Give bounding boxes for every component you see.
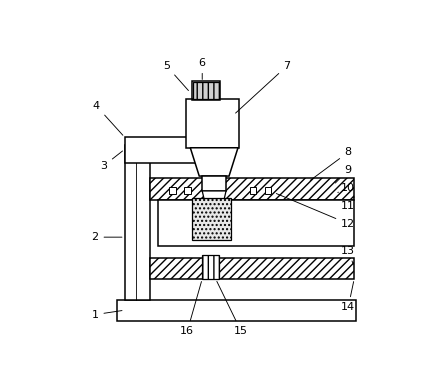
Text: 11: 11: [341, 197, 355, 211]
Text: 15: 15: [217, 281, 248, 336]
Bar: [170, 187, 176, 194]
Text: 16: 16: [180, 281, 202, 336]
Bar: [158, 200, 354, 246]
Bar: [250, 187, 257, 194]
Bar: [150, 178, 354, 200]
Polygon shape: [202, 191, 226, 200]
Text: 4: 4: [93, 101, 123, 135]
Bar: [202, 255, 218, 279]
Text: 10: 10: [338, 183, 355, 193]
Text: 3: 3: [100, 151, 123, 171]
Text: 7: 7: [236, 61, 291, 113]
Polygon shape: [190, 148, 238, 176]
Bar: [186, 99, 239, 148]
Text: 9: 9: [335, 165, 352, 183]
Text: 14: 14: [341, 282, 355, 312]
Text: 8: 8: [310, 147, 352, 180]
Bar: [192, 81, 220, 100]
Bar: [193, 82, 218, 99]
Text: 13: 13: [341, 246, 355, 264]
Bar: [184, 187, 191, 194]
Bar: [202, 176, 226, 191]
Bar: [192, 199, 230, 240]
Text: 1: 1: [91, 310, 122, 320]
Bar: [117, 300, 356, 320]
Text: 6: 6: [199, 58, 206, 79]
Bar: [125, 137, 202, 163]
Bar: [150, 258, 354, 279]
Text: 5: 5: [163, 61, 188, 91]
Bar: [265, 187, 271, 194]
Text: 12: 12: [276, 194, 355, 229]
Bar: [125, 145, 150, 300]
Text: 2: 2: [91, 232, 122, 242]
